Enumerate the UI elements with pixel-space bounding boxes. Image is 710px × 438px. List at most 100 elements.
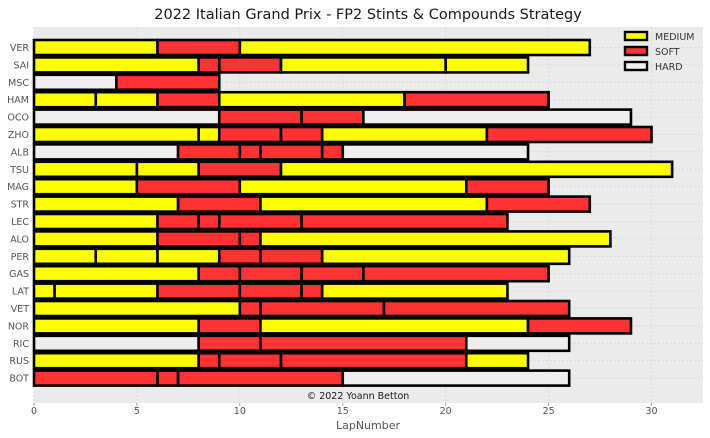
stint-bar-ric <box>464 334 571 353</box>
x-tick-label: 25 <box>543 406 555 417</box>
stint-bar-vet <box>238 299 262 318</box>
driver-label: LEC <box>11 217 29 228</box>
stint-bar-alo <box>32 230 159 248</box>
stint-bar-tsu <box>197 160 283 179</box>
stint-bar-gas <box>238 264 303 283</box>
stint-bar-ham <box>217 90 406 109</box>
stint-bar-zho <box>217 125 283 144</box>
stint-bar-zho <box>320 125 489 144</box>
stint-bar-rus <box>464 351 530 370</box>
stint-bar-alo <box>156 230 242 248</box>
chart-title: 2022 Italian Grand Prix - FP2 Stints & C… <box>154 7 582 23</box>
stint-bar-lat <box>320 282 509 300</box>
stint-bar-per <box>320 247 571 266</box>
stint-bar-rus <box>32 351 200 370</box>
stint-bar-alb <box>341 143 530 161</box>
driver-label: RUS <box>9 356 29 367</box>
stint-bar-per <box>32 247 98 266</box>
stint-bar-ham <box>156 90 221 109</box>
stint-bar-str <box>485 195 592 213</box>
driver-label: ZHO <box>8 130 29 141</box>
y-tick-labels: VER SAI MSC HAM OCO ZHO ALB TSU MAG STR LEC ALO PER G… <box>7 43 29 385</box>
stint-bar-mag <box>135 177 242 196</box>
stint-bar-lec <box>32 212 159 231</box>
stint-bar-str <box>176 195 262 213</box>
stint-bar-zho <box>197 125 221 144</box>
driver-label: OCO <box>7 113 29 124</box>
driver-label: NOR <box>8 321 30 332</box>
stint-bar-rus <box>279 351 468 370</box>
stint-bar-oco <box>362 108 633 126</box>
x-tick-labels: 0 5 10 15 20 25 30 <box>31 403 658 417</box>
stint-bar-nor <box>197 317 262 335</box>
stint-bar-ric <box>259 334 468 353</box>
driver-label: GAS <box>9 269 29 280</box>
stint-bar-msc <box>115 73 221 92</box>
stint-bar-str <box>32 195 180 213</box>
driver-label: VET <box>11 304 30 315</box>
driver-label: LAT <box>12 287 29 298</box>
driver-label: VER <box>10 43 30 54</box>
stint-bar-alb <box>176 143 242 161</box>
stint-bar-mag <box>32 177 139 196</box>
stint-bar-sai <box>217 56 283 74</box>
stint-bar-ham <box>94 90 159 109</box>
stint-bar-gas <box>300 264 365 283</box>
stint-bar-ham <box>32 90 98 109</box>
stint-bar-tsu <box>279 160 674 179</box>
stint-bars <box>32 38 674 387</box>
stint-bar-msc <box>32 73 118 92</box>
stint-bar-per <box>217 247 262 266</box>
stint-bar-alb <box>259 143 324 161</box>
stint-bar-lat <box>300 282 324 300</box>
x-tick-label: 10 <box>234 406 246 417</box>
driver-label: BOT <box>9 374 29 385</box>
stint-bar-vet <box>32 299 242 318</box>
stint-bar-sai <box>197 56 221 74</box>
stint-bar-lec <box>197 212 221 231</box>
stint-bar-nor <box>32 317 200 335</box>
x-tick-label: 20 <box>440 406 452 417</box>
stint-bar-alo <box>259 230 612 248</box>
stint-bar-lat <box>238 282 303 300</box>
stint-bar-zho <box>485 125 653 144</box>
stint-bar-sai <box>32 56 200 74</box>
x-tick-label: 15 <box>337 406 349 417</box>
stint-bar-lat <box>32 282 56 300</box>
driver-label: ALB <box>11 147 29 158</box>
driver-label: PER <box>11 252 30 263</box>
stint-bar-lec <box>300 212 509 231</box>
stint-bar-per <box>94 247 159 266</box>
x-tick-label: 0 <box>31 406 37 417</box>
stint-bar-vet <box>259 299 386 318</box>
stint-bar-oco <box>32 108 221 126</box>
stint-bar-bot <box>176 369 345 387</box>
credit-annotation: © 2022 Yoann Betton <box>307 391 410 402</box>
legend-swatch-medium <box>623 30 649 42</box>
stint-bar-bot <box>341 369 571 387</box>
stint-bar-oco <box>217 108 303 126</box>
stint-bar-oco <box>300 108 365 126</box>
x-tick-label: 30 <box>645 406 657 417</box>
x-tick-label: 5 <box>134 406 140 417</box>
stint-bar-str <box>259 195 489 213</box>
stint-bar-rus <box>197 351 221 370</box>
stint-bar-alo <box>238 230 262 248</box>
stint-bar-sai <box>279 56 447 74</box>
driver-label: RIC <box>13 339 29 350</box>
driver-label: MSC <box>8 78 29 89</box>
stint-bar-nor <box>259 317 530 335</box>
stint-bar-lat <box>53 282 159 300</box>
stint-bar-per <box>156 247 221 266</box>
stint-bar-sai <box>444 56 530 74</box>
stint-bar-lec <box>217 212 303 231</box>
legend-label-hard: HARD <box>655 62 683 73</box>
stint-bar-gas <box>197 264 242 283</box>
x-axis-label: LapNumber <box>336 419 401 432</box>
driver-label: STR <box>11 200 30 211</box>
stint-bar-vet <box>382 299 571 318</box>
stint-bar-bot <box>32 369 159 387</box>
driver-label: HAM <box>7 95 29 106</box>
